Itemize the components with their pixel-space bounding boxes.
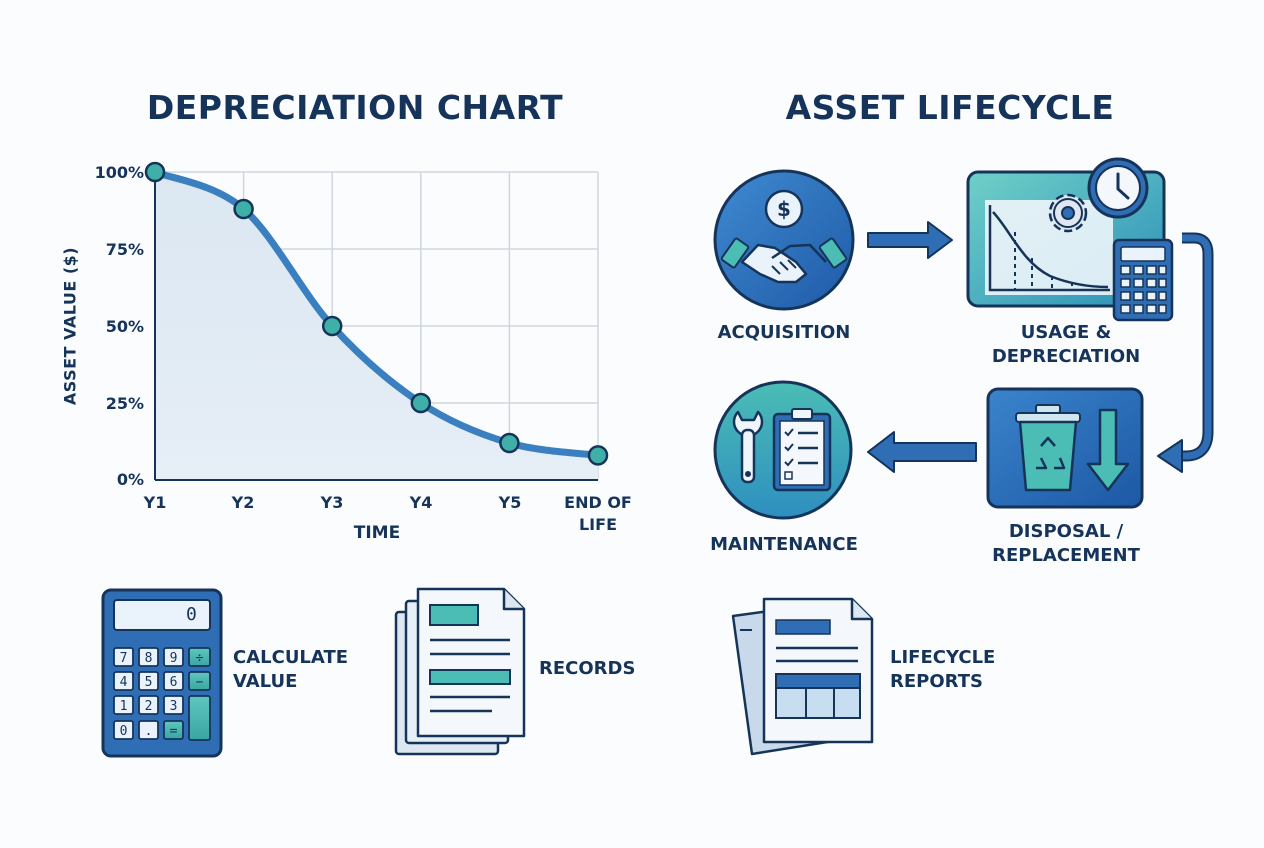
clock-icon [1087, 157, 1149, 219]
calc-key: 2 [145, 699, 153, 714]
calc-key: 1 [120, 699, 128, 714]
acquisition-icon: $ [713, 169, 855, 311]
calculator-large-icon: 7 8 9 ÷ 4 5 6 − 1 2 3 0 . = [101, 588, 223, 758]
data-point [144, 161, 166, 183]
disposal-replacement-icon [986, 387, 1144, 509]
data-point [233, 198, 254, 220]
y-tick: 100% [94, 163, 144, 182]
calc-key: 8 [145, 651, 153, 666]
data-point [410, 392, 432, 414]
calc-key: 9 [170, 651, 178, 666]
calc-key: 3 [170, 699, 178, 714]
calculator-icon [1112, 238, 1174, 322]
x-tick: Y4 [409, 493, 433, 512]
disposal-replacement-label: DISPOSAL / REPLACEMENT [992, 521, 1140, 566]
calc-key: . [145, 724, 153, 739]
data-point [587, 445, 609, 466]
calc-key: 6 [170, 675, 178, 690]
calculate-value-label: CALCULATE VALUE [233, 647, 349, 692]
arrow-left-icon [867, 431, 977, 473]
lifecycle-reports-label: LIFECYCLE REPORTS [890, 647, 996, 692]
x-tick: Y1 [143, 493, 167, 512]
acquisition-label: ACQUISITION [717, 322, 851, 343]
depreciation-chart-title: DEPRECIATION CHART [146, 88, 564, 127]
calc-key: 0 [120, 724, 128, 739]
records-label: RECORDS [539, 658, 636, 679]
calc-key: 7 [120, 651, 128, 666]
x-tick: Y2 [231, 493, 255, 512]
data-point [499, 432, 520, 454]
arrow-right-icon [867, 221, 953, 259]
calc-key: − [196, 675, 204, 690]
y-tick: 75% [105, 240, 144, 259]
svg-text:$: $ [777, 197, 791, 221]
clipboard-icon [772, 408, 832, 492]
data-point [321, 315, 343, 337]
calc-key: 4 [120, 675, 128, 690]
wrench-icon [732, 410, 764, 484]
calc-key: = [170, 724, 178, 739]
down-arrow-icon [1086, 408, 1130, 492]
arrow-down-curve-icon [1157, 232, 1214, 473]
calc-key: 5 [145, 675, 153, 690]
y-tick: 25% [105, 394, 144, 413]
documents-icon [394, 587, 526, 756]
usage-depreciation-icon [966, 157, 1174, 322]
report-icon [731, 597, 874, 756]
x-tick: Y5 [498, 493, 522, 512]
dollar-icon: $ [764, 189, 804, 229]
y-tick: 0% [116, 470, 144, 489]
recycle-bin-icon [1015, 404, 1081, 492]
gear-icon [1048, 193, 1088, 233]
depreciation-area [155, 172, 598, 480]
y-tick: 50% [105, 317, 144, 336]
x-axis-label: TIME [353, 523, 401, 543]
maintenance-icon [713, 380, 853, 520]
handshake-icon [720, 237, 848, 284]
usage-depreciation-label: USAGE & DEPRECIATION [991, 322, 1141, 367]
x-tick: END OF LIFE [564, 493, 632, 534]
maintenance-label: MAINTENANCE [710, 534, 858, 555]
calculator-display: 0 [186, 604, 197, 625]
asset-lifecycle-title: ASSET LIFECYCLE [785, 88, 1115, 127]
calc-key: ÷ [196, 651, 204, 666]
x-tick: Y3 [320, 493, 344, 512]
